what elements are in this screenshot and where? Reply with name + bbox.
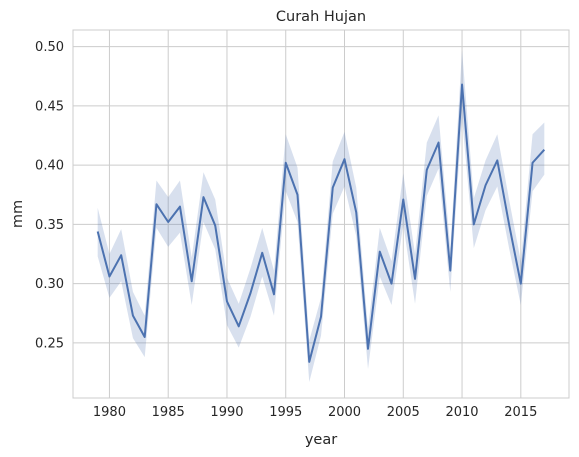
x-tick-label: 2000 bbox=[328, 405, 361, 420]
y-axis-label: mm bbox=[10, 200, 26, 228]
x-tick-label: 1985 bbox=[152, 405, 185, 420]
y-tick-label: 0.25 bbox=[35, 336, 64, 351]
x-gridlines bbox=[108, 30, 522, 398]
y-tick-label: 0.50 bbox=[35, 40, 64, 55]
x-tick-label: 1980 bbox=[93, 405, 126, 420]
x-tick-labels: 1980 1985 1990 1995 2000 2005 2010 2015 bbox=[93, 405, 537, 420]
x-tick-label: 2015 bbox=[504, 405, 537, 420]
chart-title: Curah Hujan bbox=[276, 9, 366, 25]
y-tick-label: 0.35 bbox=[35, 218, 64, 233]
y-gridlines bbox=[73, 46, 569, 344]
confidence-band bbox=[97, 50, 545, 383]
x-tick-label: 2010 bbox=[445, 405, 478, 420]
x-axis-label: year bbox=[305, 432, 337, 448]
y-tick-label: 0.45 bbox=[35, 99, 64, 114]
y-tick-label: 0.30 bbox=[35, 277, 64, 292]
y-tick-label: 0.40 bbox=[35, 159, 64, 174]
x-tick-label: 1995 bbox=[269, 405, 302, 420]
y-tick-labels: 0.25 0.30 0.35 0.40 0.45 0.50 bbox=[35, 40, 64, 351]
series-line bbox=[96, 83, 546, 363]
x-tick-label: 1990 bbox=[210, 405, 243, 420]
x-tick-label: 2005 bbox=[387, 405, 420, 420]
